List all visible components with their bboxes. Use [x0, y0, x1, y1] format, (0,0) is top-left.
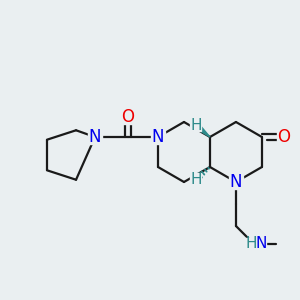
Text: H: H — [190, 172, 202, 187]
Text: N: N — [255, 236, 267, 251]
Text: H: H — [190, 118, 202, 133]
Bar — [88, 130, 102, 143]
Bar — [245, 238, 256, 250]
Bar — [151, 130, 165, 143]
Text: O: O — [278, 128, 290, 146]
Text: H: H — [245, 236, 257, 251]
Text: O: O — [122, 108, 134, 126]
Text: N: N — [152, 128, 164, 146]
Bar — [277, 130, 291, 143]
Polygon shape — [194, 123, 210, 137]
Bar — [121, 110, 135, 124]
Bar — [255, 238, 266, 250]
Bar — [190, 173, 202, 185]
Text: N: N — [230, 173, 242, 191]
Text: N: N — [89, 128, 101, 146]
Bar — [229, 176, 243, 188]
Bar — [190, 119, 202, 131]
